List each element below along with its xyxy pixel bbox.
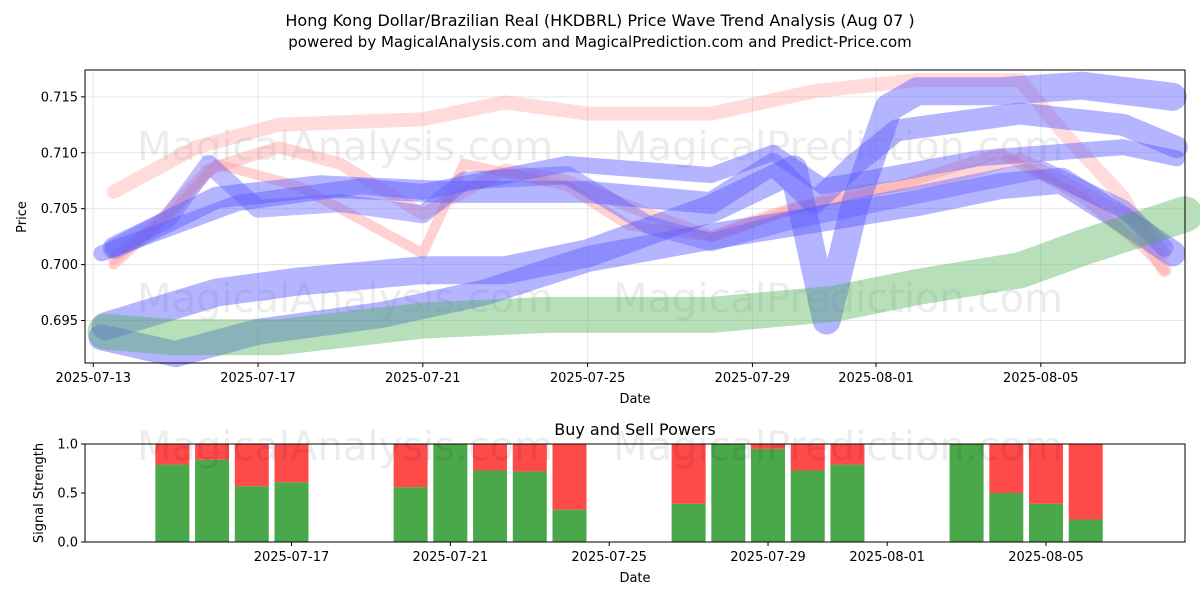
power-y-tick-label: 0.5 — [57, 487, 78, 502]
watermark-sub-2: MagicalPrediction.com — [613, 424, 1063, 470]
sell-bar — [671, 444, 706, 504]
buy-bar — [830, 464, 865, 542]
power-y-tick-label: 1.0 — [57, 438, 78, 453]
power-x-tick-label: 2025-07-17 — [254, 550, 330, 565]
price-x-tick-label: 2025-08-05 — [1003, 371, 1079, 386]
watermark-sub-1: MagicalAnalysis.com — [137, 424, 553, 470]
price-y-tick-label: 0.715 — [41, 90, 78, 105]
buy-bar — [195, 459, 230, 542]
price-y-axis-label: Price — [15, 201, 30, 233]
power-x-axis-label: Date — [619, 571, 650, 586]
power-x-tick-label: 2025-07-29 — [730, 550, 806, 565]
price-y-tick-label: 0.700 — [41, 258, 78, 273]
power-x-tick-label: 2025-07-25 — [571, 550, 647, 565]
sell-bar — [473, 444, 508, 471]
sell-bar — [1029, 444, 1064, 504]
blue-wave-band-7 — [91, 71, 1187, 341]
power-y-axis-label: Signal Strength — [32, 443, 47, 543]
sell-bar — [830, 444, 865, 465]
sell-bar — [512, 444, 547, 472]
buy-bar — [790, 470, 825, 542]
price-x-tick-label: 2025-07-21 — [385, 371, 461, 386]
price-y-tick-label: 0.695 — [41, 314, 78, 329]
buy-bar — [989, 493, 1024, 542]
price-x-tick-label: 2025-07-17 — [220, 371, 296, 386]
blue-wave-band-4 — [102, 102, 1188, 259]
watermark-main-4: MagicalPrediction.com — [613, 276, 1063, 322]
chart-title: Hong Kong Dollar/Brazilian Real (HKDBRL)… — [285, 11, 914, 30]
power-x-tick-label: 2025-08-01 — [849, 550, 925, 565]
price-x-axis: 2025-07-13 2025-07-17 2025-07-21 2025-07-25… — [55, 363, 1079, 386]
buy-bar — [433, 444, 468, 542]
buy-bar — [155, 464, 190, 542]
power-bars — [155, 444, 1103, 542]
red-wave-band-1 — [106, 73, 1172, 278]
buy-bar — [274, 482, 309, 542]
buy-bar — [1029, 503, 1064, 542]
price-x-axis-label: Date — [619, 392, 650, 407]
price-x-tick-label: 2025-07-29 — [715, 371, 791, 386]
sell-bar — [989, 444, 1024, 493]
power-x-tick-label: 2025-07-21 — [413, 550, 489, 565]
sell-bar — [274, 444, 309, 483]
power-y-tick-label: 0.0 — [57, 536, 78, 551]
buy-bar — [949, 444, 984, 542]
price-y-tick-label: 0.710 — [41, 146, 78, 161]
power-x-tick-label: 2025-08-05 — [1008, 550, 1084, 565]
power-x-axis: 2025-07-17 2025-07-21 2025-07-25 2025-07-29… — [254, 542, 1084, 565]
buy-bar — [711, 444, 746, 542]
buy-bar — [552, 509, 587, 542]
watermark-main-2: MagicalPrediction.com — [613, 124, 1063, 170]
red-wave-band-3 — [108, 147, 1170, 276]
price-y-axis: 0.695 0.700 0.705 0.710 0.715 — [41, 90, 85, 329]
sell-bar — [195, 444, 230, 460]
price-x-tick-label: 2025-07-25 — [550, 371, 626, 386]
price-gridlines — [85, 70, 1185, 363]
price-x-tick-label: 2025-07-13 — [55, 371, 131, 386]
sell-bar — [751, 444, 786, 449]
buy-bar — [751, 448, 786, 542]
buy-bar — [1068, 519, 1103, 542]
watermark-main-3: MagicalAnalysis.com — [137, 276, 553, 322]
sell-bar — [790, 444, 825, 471]
blue-wave-band-5 — [104, 154, 1174, 257]
price-plot-area — [85, 70, 1185, 363]
red-wave-band-2 — [107, 141, 1171, 265]
blue-wave-band-6 — [93, 139, 1185, 262]
sell-bar — [552, 444, 587, 510]
buy-bar — [393, 487, 428, 542]
sell-bar — [393, 444, 428, 488]
price-plot-frame — [84, 69, 1186, 364]
blue-wave-band-8 — [88, 167, 1186, 368]
sell-bar — [155, 444, 190, 465]
watermark-main-1: MagicalAnalysis.com — [137, 124, 553, 170]
chart-subtitle: powered by MagicalAnalysis.com and Magic… — [288, 33, 912, 51]
buy-bar — [473, 470, 508, 542]
price-y-tick-label: 0.705 — [41, 202, 78, 217]
buy-bar — [512, 471, 547, 542]
power-chart-title: Buy and Sell Powers — [554, 420, 716, 439]
price-x-tick-label: 2025-08-01 — [838, 371, 914, 386]
buy-bar — [671, 503, 706, 542]
sell-bar — [234, 444, 269, 487]
price-wave-bands — [87, 71, 1200, 368]
sell-bar — [1068, 444, 1103, 520]
buy-bar — [234, 486, 269, 542]
power-y-axis: 0.0 0.5 1.0 — [57, 438, 85, 551]
green-wave-band-9 — [87, 196, 1200, 356]
